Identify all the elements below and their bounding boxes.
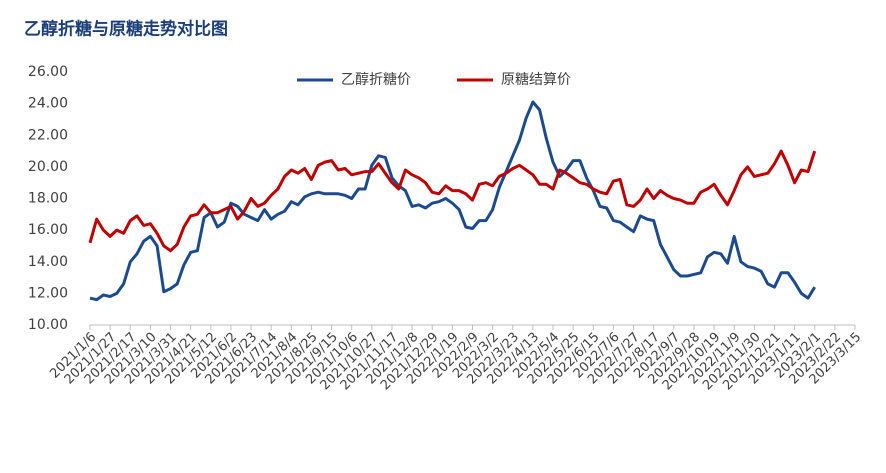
legend-label: 原糖结算价: [501, 72, 571, 88]
y-tick-label: 26.00: [28, 64, 68, 80]
y-tick-label: 12.00: [28, 285, 68, 301]
y-tick-label: 18.00: [28, 191, 68, 207]
y-tick-label: 20.00: [28, 159, 68, 175]
series-line: [88, 149, 817, 253]
legend-label: 乙醇折糖价: [341, 71, 411, 88]
y-tick-label: 14.00: [28, 254, 68, 270]
y-tick-label: 24.00: [28, 96, 68, 112]
y-tick-label: 16.00: [28, 222, 68, 238]
chart-title: 乙醇折糖与原糖走势对比图: [24, 19, 228, 40]
y-tick-label: 10.00: [28, 317, 68, 333]
series-line: [89, 100, 816, 302]
y-tick-label: 22.00: [28, 127, 68, 143]
